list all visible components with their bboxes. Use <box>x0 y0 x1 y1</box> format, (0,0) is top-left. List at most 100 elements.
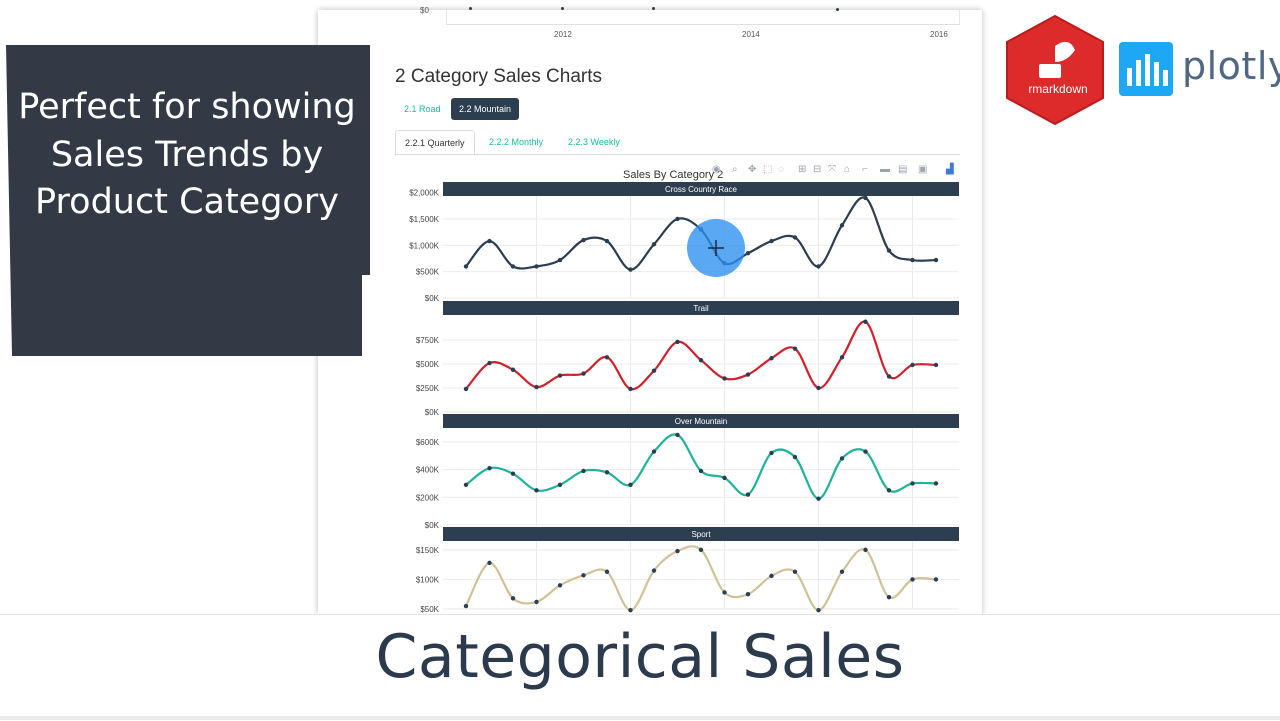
data-point <box>933 577 939 582</box>
data-point <box>886 374 892 379</box>
data-point <box>628 386 633 392</box>
data-point <box>675 216 680 222</box>
data-point <box>675 339 680 345</box>
tab-quarterly[interactable]: 2.2.1 Quarterly <box>395 130 475 156</box>
caption-bar <box>0 614 1280 721</box>
data-point <box>628 607 633 613</box>
data-point <box>487 238 492 244</box>
tab-road[interactable]: 2.1 Road <box>404 104 441 114</box>
pan-icon[interactable]: ✥ <box>748 164 757 175</box>
spike-lines-icon[interactable]: ⌐ <box>862 164 868 175</box>
data-point <box>816 607 821 613</box>
facet-title: Cross Country Race <box>665 185 738 194</box>
y-tick-label: $1,500K <box>409 215 439 224</box>
y-tick-label: $150K <box>416 546 440 555</box>
y-tick-label: $100K <box>416 575 440 584</box>
y-tick-label: $50K <box>420 605 439 614</box>
data-point <box>698 357 704 363</box>
facet-title: Trail <box>693 304 708 313</box>
facet-header <box>443 301 959 315</box>
previous-chart-point <box>561 7 564 10</box>
data-point <box>863 547 868 553</box>
data-point <box>534 264 539 269</box>
previous-chart-axis <box>446 10 960 25</box>
tab-mountain[interactable]: 2.2 Mountain <box>451 98 520 120</box>
data-point <box>886 248 892 253</box>
data-point <box>863 195 868 201</box>
y-tick-label: $500K <box>416 360 440 369</box>
tab-monthly[interactable]: 2.2.2 Monthly <box>489 137 544 147</box>
data-point <box>863 449 868 454</box>
data-point <box>510 264 516 269</box>
zoom-in-icon[interactable]: ⊞ <box>798 164 807 175</box>
data-point <box>628 267 633 272</box>
data-point <box>886 594 892 600</box>
data-point <box>604 569 610 574</box>
data-point <box>581 468 586 474</box>
facet-title: Sport <box>691 530 711 539</box>
data-point <box>722 376 727 381</box>
data-point <box>839 569 845 574</box>
previous-chart-zero-label: $0 <box>420 6 429 15</box>
facet-panel <box>443 541 959 609</box>
data-point <box>769 356 774 361</box>
y-tick-label: $250K <box>416 384 440 393</box>
data-point <box>581 237 586 243</box>
previous-chart-year-label: 2014 <box>742 30 760 39</box>
data-point <box>651 568 657 573</box>
autoscale-icon[interactable]: ⤧ <box>828 164 836 175</box>
data-point <box>792 454 798 460</box>
facet-header <box>443 527 959 541</box>
hover-compare-icon[interactable]: ▤ <box>898 164 908 175</box>
lasso-icon[interactable]: ◌ <box>778 164 784 175</box>
y-tick-label: $600K <box>416 438 440 447</box>
data-point <box>557 373 563 378</box>
data-point <box>675 548 680 554</box>
data-point <box>792 569 798 574</box>
data-point <box>745 592 751 597</box>
data-point <box>557 257 563 263</box>
data-point <box>557 482 563 488</box>
facet-title: Over Mountain <box>675 417 727 426</box>
zoom-out-icon[interactable]: ⊟ <box>813 164 822 175</box>
data-point <box>651 449 657 454</box>
data-point <box>675 432 680 438</box>
rmarkdown-logo-label: rmarkdown <box>1028 82 1088 96</box>
data-point <box>792 235 798 240</box>
data-point <box>839 355 845 360</box>
tab-weekly[interactable]: 2.2.3 Weekly <box>568 137 620 147</box>
data-point <box>487 465 492 471</box>
home-icon[interactable]: ⌂ <box>844 164 851 175</box>
section-title: 2 Category Sales Charts <box>395 66 602 87</box>
data-point <box>839 223 845 228</box>
previous-chart-point <box>469 7 472 10</box>
y-tick-label: $750K <box>416 336 440 345</box>
y-tick-label: $2,000K <box>409 189 439 198</box>
previous-chart-point <box>652 7 655 10</box>
y-tick-label: $0K <box>425 521 440 530</box>
previous-chart-year-label: 2012 <box>554 30 572 39</box>
plotly-logo-text: plotly <box>1182 44 1280 88</box>
data-point <box>463 264 469 269</box>
caption-text: Categorical Sales <box>375 622 905 692</box>
box-select-icon[interactable]: ⬚ <box>763 164 773 175</box>
toggle-icon[interactable]: ▣ <box>918 164 928 175</box>
data-point <box>886 488 892 493</box>
data-point <box>722 590 727 595</box>
data-point <box>463 603 469 609</box>
cursor-highlight <box>687 219 745 277</box>
zoom-icon[interactable]: ⌕ <box>732 164 738 175</box>
hover-closest-icon[interactable]: ▬ <box>880 164 890 175</box>
data-point <box>816 496 821 501</box>
data-point <box>839 456 845 461</box>
data-point <box>698 547 704 553</box>
bottom-rule <box>0 716 1280 720</box>
data-point <box>510 367 516 372</box>
camera-icon[interactable]: ◉ <box>712 164 721 175</box>
data-point <box>628 482 633 488</box>
plotly-logo-icon[interactable]: ▟ <box>946 164 954 175</box>
data-point <box>487 360 492 366</box>
data-point <box>510 471 516 476</box>
callout-text: Perfect for showing Sales Trends by Prod… <box>18 87 356 222</box>
